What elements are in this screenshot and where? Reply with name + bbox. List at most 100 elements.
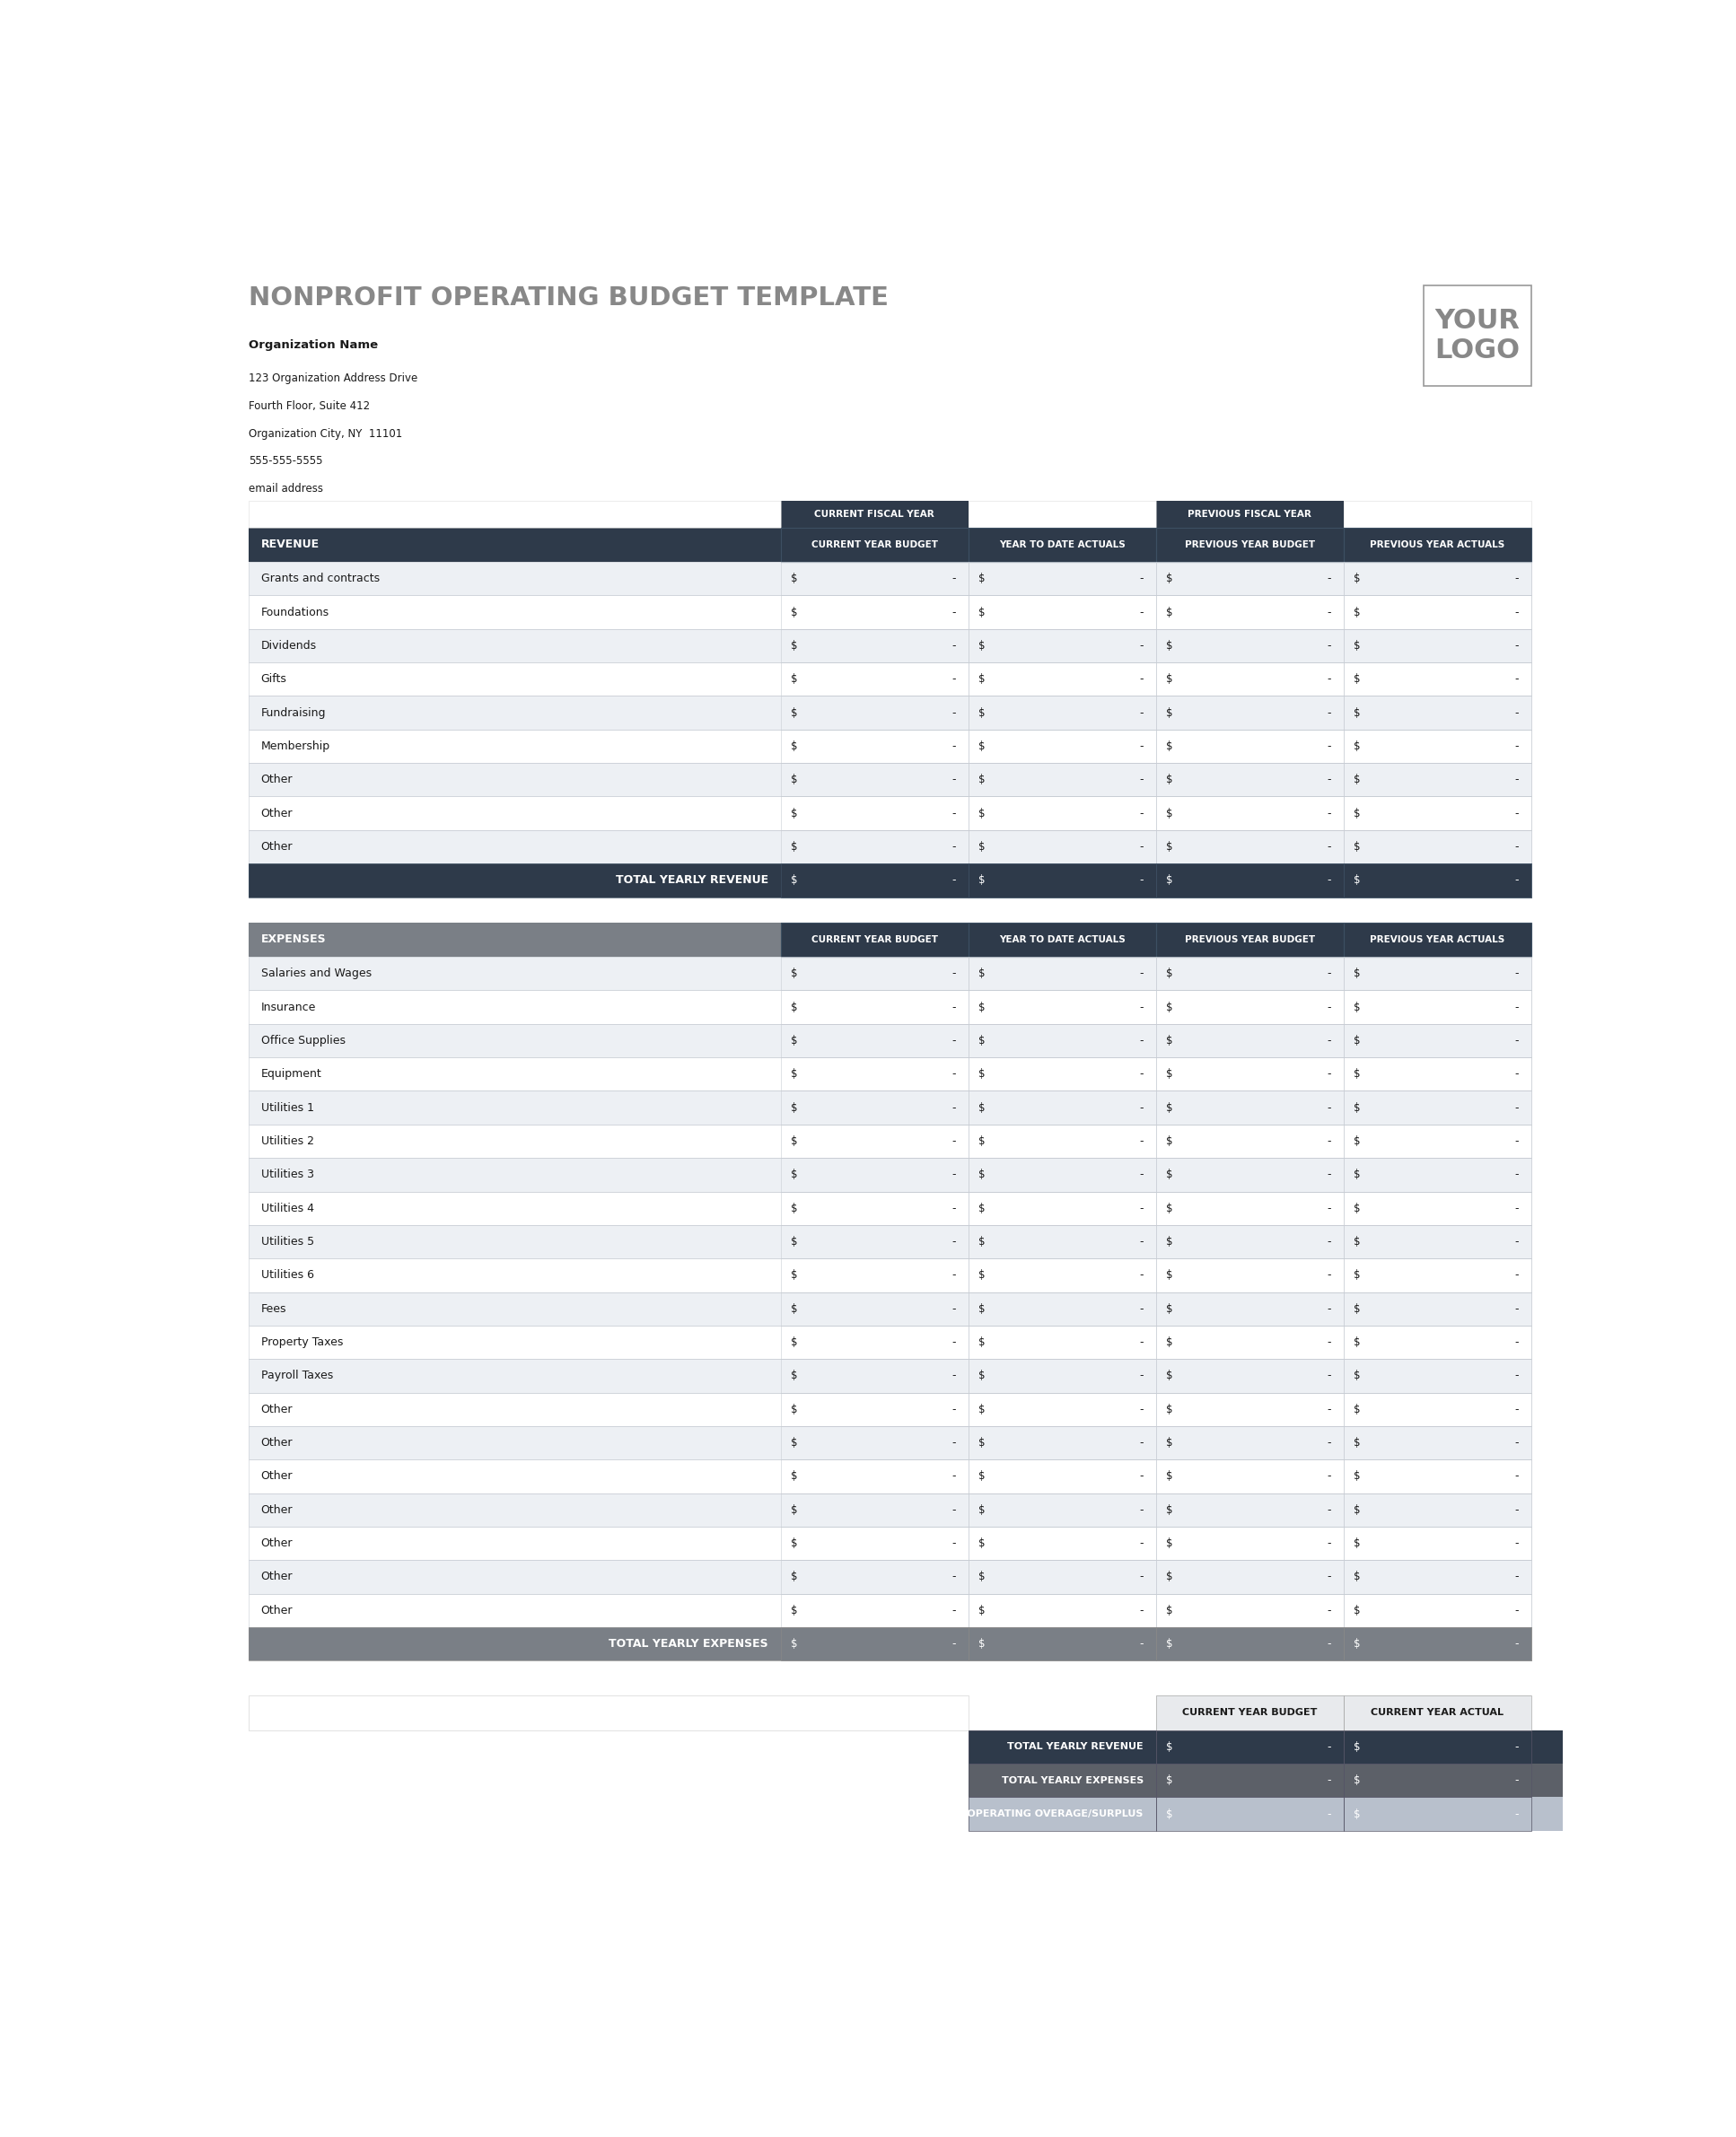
Text: $: $ — [1354, 1269, 1361, 1280]
Bar — [248, 1460, 1531, 1494]
Text: -: - — [1326, 1605, 1332, 1616]
Text: -: - — [1514, 1808, 1519, 1821]
Bar — [1344, 1560, 1531, 1594]
Text: $: $ — [1354, 1436, 1361, 1449]
Bar — [1344, 1731, 1531, 1763]
Bar — [248, 1494, 1531, 1526]
Text: $: $ — [1354, 639, 1361, 652]
Bar — [248, 1425, 1531, 1460]
Bar — [969, 697, 1156, 729]
Text: -: - — [1139, 1169, 1144, 1180]
Bar — [1344, 596, 1531, 628]
Bar — [969, 1225, 1156, 1259]
Bar — [781, 1090, 969, 1124]
Text: PREVIOUS YEAR ACTUALS: PREVIOUS YEAR ACTUALS — [1370, 541, 1505, 549]
Text: $: $ — [1354, 707, 1361, 718]
Text: CURRENT YEAR BUDGET: CURRENT YEAR BUDGET — [811, 541, 937, 549]
Text: $: $ — [1167, 1504, 1174, 1515]
Text: -: - — [1514, 573, 1519, 586]
Bar — [1156, 1024, 1344, 1058]
Text: -: - — [1139, 968, 1144, 979]
Bar — [248, 628, 1531, 662]
Bar — [1344, 1192, 1531, 1225]
Text: -: - — [1139, 1470, 1144, 1483]
Text: $: $ — [1354, 808, 1361, 818]
Text: $: $ — [1354, 1504, 1361, 1515]
Text: $: $ — [979, 1002, 986, 1013]
Text: $: $ — [792, 707, 799, 718]
Text: $: $ — [792, 1571, 799, 1584]
Bar — [969, 957, 1156, 989]
Text: -: - — [951, 1269, 957, 1280]
Bar — [248, 763, 1531, 797]
Bar — [248, 500, 781, 528]
Bar — [969, 923, 1156, 957]
Text: -: - — [1326, 1370, 1332, 1383]
Text: -: - — [1514, 1068, 1519, 1079]
Text: -: - — [1514, 607, 1519, 618]
Text: $: $ — [1167, 1269, 1174, 1280]
Text: -: - — [1326, 1470, 1332, 1483]
Text: -: - — [951, 1404, 957, 1415]
Text: Organization City, NY  11101: Organization City, NY 11101 — [248, 427, 403, 440]
Text: email address: email address — [248, 483, 323, 496]
Text: -: - — [1326, 1135, 1332, 1148]
Bar — [248, 500, 781, 528]
Text: $: $ — [1167, 1336, 1174, 1348]
Text: Fees: Fees — [260, 1304, 286, 1314]
Text: $: $ — [979, 1404, 986, 1415]
Bar — [1344, 923, 1531, 957]
Bar — [248, 957, 1531, 989]
Text: $: $ — [979, 1068, 986, 1079]
Text: -: - — [1139, 573, 1144, 586]
Bar — [1156, 628, 1344, 662]
Bar — [248, 863, 1531, 898]
Bar — [781, 957, 969, 989]
Text: -: - — [1139, 1002, 1144, 1013]
Bar — [248, 1626, 1531, 1660]
Bar — [248, 1293, 1531, 1325]
Text: -: - — [1514, 1034, 1519, 1047]
Text: $: $ — [1167, 1002, 1174, 1013]
Bar — [248, 1124, 1531, 1158]
Text: Other: Other — [260, 1504, 293, 1515]
Text: $: $ — [1167, 607, 1174, 618]
Text: $: $ — [1354, 1370, 1361, 1383]
Text: $: $ — [792, 1336, 799, 1348]
Bar — [248, 1158, 1531, 1192]
Bar — [1344, 1526, 1531, 1560]
Bar — [969, 562, 1156, 596]
Bar — [1344, 1797, 1531, 1831]
Bar — [1156, 1731, 1344, 1763]
Bar — [781, 562, 969, 596]
Text: Gifts: Gifts — [260, 673, 286, 686]
Bar — [1156, 1225, 1344, 1259]
Text: -: - — [1326, 1068, 1332, 1079]
Bar — [248, 1058, 1531, 1090]
Text: $: $ — [792, 573, 799, 586]
Bar — [1156, 1594, 1344, 1626]
Bar — [969, 1626, 1156, 1660]
Bar — [248, 1058, 1531, 1090]
Text: $: $ — [792, 1504, 799, 1515]
Text: $: $ — [792, 1068, 799, 1079]
Text: $: $ — [1167, 1103, 1174, 1113]
Text: Other: Other — [260, 1470, 293, 1483]
Text: PREVIOUS YEAR BUDGET: PREVIOUS YEAR BUDGET — [1184, 541, 1314, 549]
Text: $: $ — [1354, 1002, 1361, 1013]
Text: $: $ — [792, 1404, 799, 1415]
Bar — [781, 596, 969, 628]
Bar — [781, 1494, 969, 1526]
Text: $: $ — [1167, 673, 1174, 686]
Bar — [781, 1259, 969, 1293]
Text: -: - — [1139, 1436, 1144, 1449]
Bar — [1344, 1695, 1531, 1731]
Bar — [969, 1293, 1156, 1325]
Text: -: - — [1139, 1103, 1144, 1113]
Bar — [1344, 562, 1531, 596]
Text: -: - — [1326, 842, 1332, 853]
Bar — [248, 729, 1531, 763]
Bar — [781, 528, 969, 562]
Bar — [1156, 1158, 1344, 1192]
Bar — [248, 1359, 1531, 1393]
